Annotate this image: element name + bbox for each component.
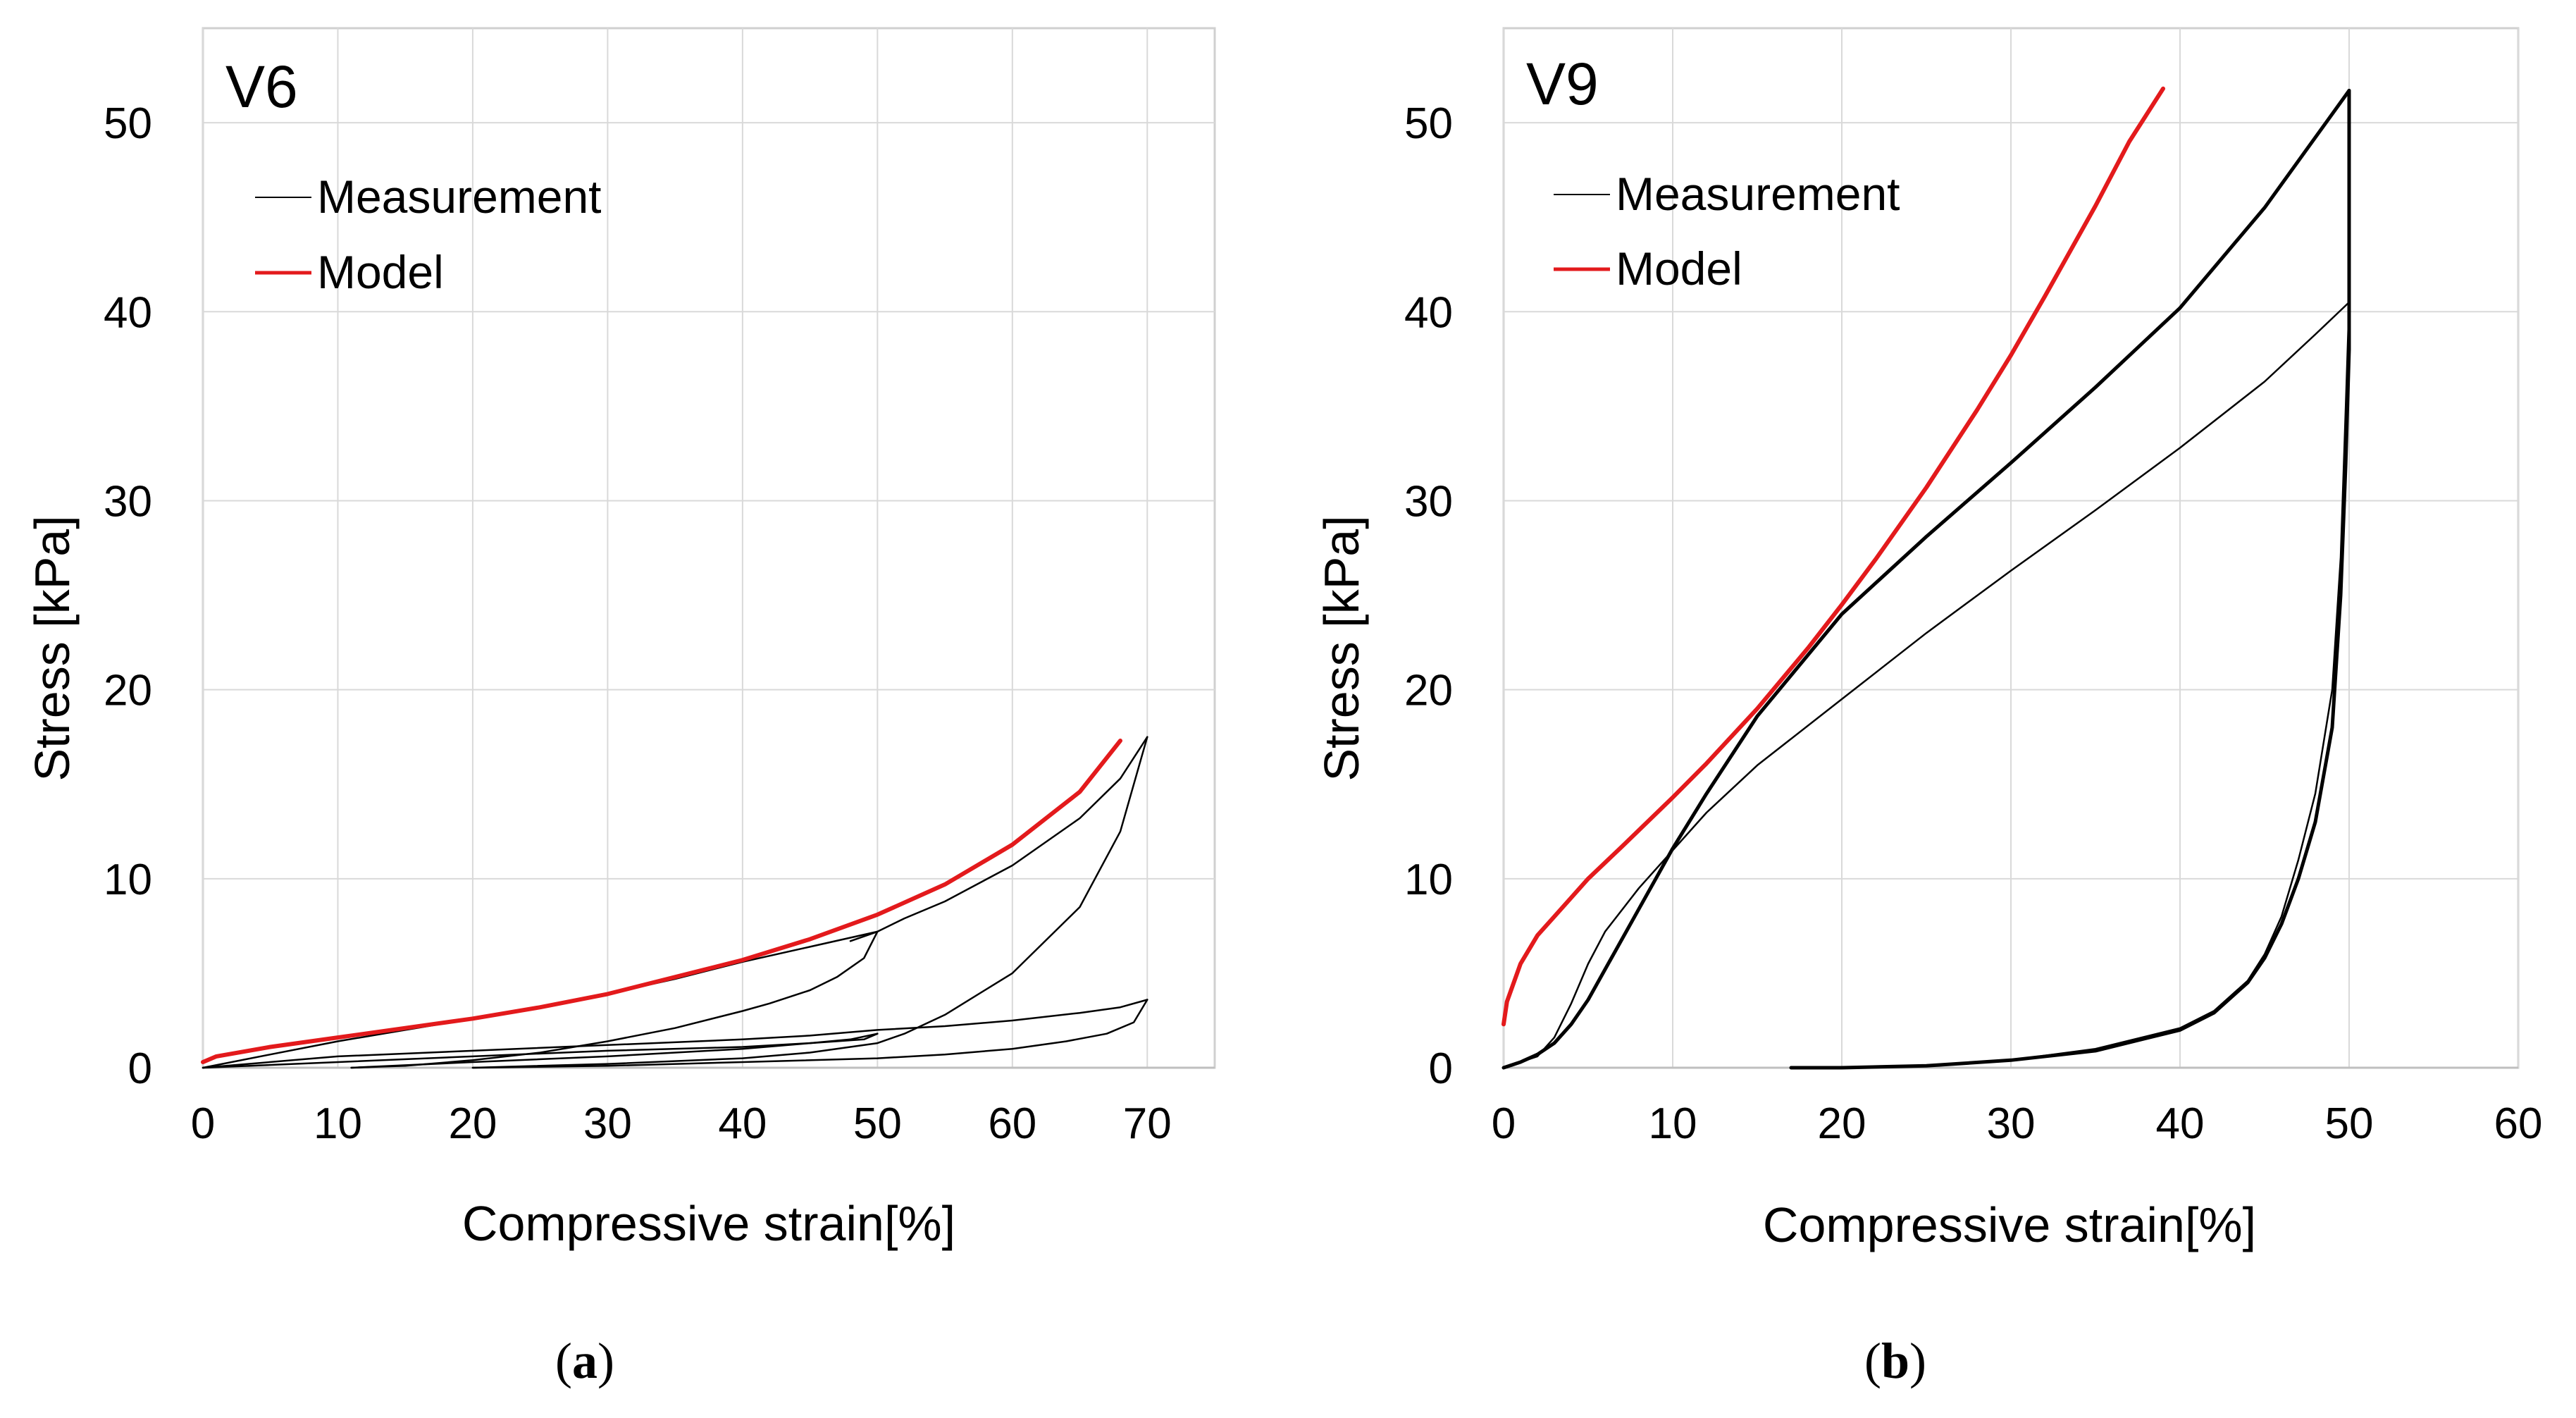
measurement-curve-8 — [849, 736, 1148, 942]
x-tick-label: 70 — [1123, 1099, 1172, 1148]
measurement-curve-7 — [471, 736, 1148, 1069]
panel-caption-a: (a) — [555, 1333, 614, 1389]
tick-labels: 0 10 20 30 40 50 60 70 0 10 20 30 40 50 — [104, 99, 1172, 1148]
legend-measurement-label: Measurement — [1616, 168, 1900, 220]
x-tick-label: 0 — [191, 1099, 215, 1148]
y-tick-label: 40 — [1404, 288, 1453, 337]
legend-model-label: Model — [317, 246, 444, 298]
measurement-curve-1 — [1502, 301, 2351, 1069]
x-tick-label: 30 — [1987, 1099, 2036, 1148]
y-tick-label: 50 — [1404, 99, 1453, 148]
measurement-curve-4 — [202, 1032, 879, 1069]
model-curve — [1501, 86, 2165, 1027]
x-tick-label: 20 — [1818, 1099, 1866, 1148]
y-tick-label: 0 — [1429, 1044, 1453, 1093]
x-tick-label: 60 — [988, 1099, 1036, 1148]
series-layer — [201, 736, 1148, 1069]
measurement-curve-3 — [1501, 89, 2351, 1070]
x-tick-label: 0 — [1492, 1099, 1516, 1148]
x-axis-label: Compressive strain[%] — [1763, 1197, 2256, 1252]
model-curve — [201, 739, 1122, 1064]
x-tick-label: 60 — [2494, 1099, 2543, 1148]
panel-a-v6: 0 10 20 30 40 50 60 70 0 10 20 30 40 50 V6 Measuremen… — [25, 27, 1216, 1389]
series-layer — [1501, 86, 2351, 1070]
y-tick-label: 30 — [1404, 477, 1453, 526]
y-tick-label: 10 — [104, 856, 152, 904]
measurement-curve-3 — [350, 1032, 879, 1069]
x-tick-label: 10 — [1649, 1099, 1697, 1148]
y-tick-label: 0 — [128, 1044, 152, 1093]
panel-title: V6 — [225, 54, 298, 120]
x-axis-label: Compressive strain[%] — [462, 1196, 955, 1251]
y-tick-label: 20 — [1404, 667, 1453, 715]
measurement-curve-2 — [350, 930, 879, 1069]
y-axis-label: Stress [kPa] — [1314, 515, 1369, 781]
panel-title: V9 — [1526, 51, 1599, 117]
y-axis-label: Stress [kPa] — [25, 515, 80, 781]
legend-model-label: Model — [1616, 242, 1742, 295]
x-tick-label: 20 — [448, 1099, 497, 1148]
measurement-curve-4 — [1789, 89, 2351, 1070]
x-tick-label: 40 — [718, 1099, 767, 1148]
x-tick-label: 50 — [853, 1099, 902, 1148]
x-tick-label: 50 — [2325, 1099, 2374, 1148]
measurement-curve-6 — [471, 999, 1148, 1069]
x-tick-label: 10 — [314, 1099, 362, 1148]
x-tick-label: 30 — [583, 1099, 632, 1148]
panel-caption-b: (b) — [1864, 1333, 1926, 1389]
y-tick-label: 10 — [1404, 856, 1453, 904]
tick-labels: 0 10 20 30 40 50 60 0 10 20 30 40 50 — [1404, 99, 2542, 1148]
y-tick-label: 30 — [104, 477, 152, 526]
legend: Measurement Model — [1554, 168, 1900, 295]
legend-measurement-label: Measurement — [317, 171, 602, 223]
y-tick-label: 20 — [104, 667, 152, 715]
grid-lines — [202, 28, 1215, 1069]
y-tick-label: 40 — [104, 288, 152, 337]
panel-b-v9: 0 10 20 30 40 50 60 0 10 20 30 40 50 V9 Measurement … — [1314, 27, 2542, 1389]
legend: Measurement Model — [255, 171, 602, 298]
x-tick-label: 40 — [2156, 1099, 2205, 1148]
y-tick-label: 50 — [104, 99, 152, 148]
measurement-curve-5 — [202, 999, 1148, 1069]
